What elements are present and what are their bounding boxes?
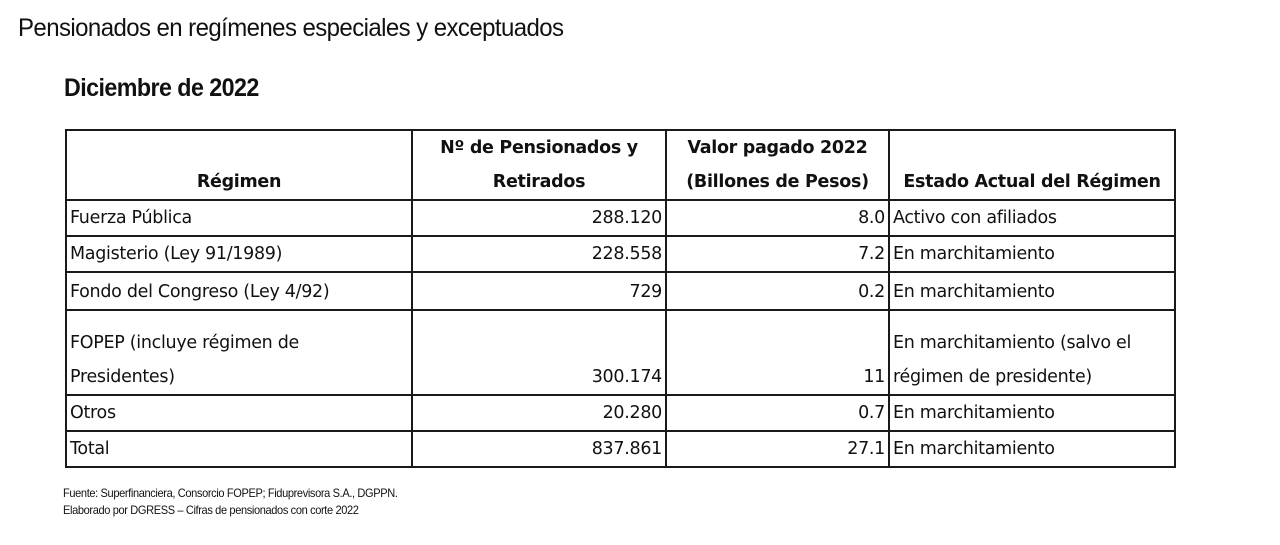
cell-estado-line1: En marchitamiento (salvo el xyxy=(893,333,1132,353)
cell-estado: En marchitamiento xyxy=(888,235,1176,273)
table-row: FOPEP (incluye régimen de Presidentes) 30… xyxy=(65,309,1176,396)
cell-regimen-line2: Presidentes) xyxy=(70,367,175,387)
cell-regimen-line1: FOPEP (incluye régimen de xyxy=(70,333,299,353)
cell-estado: En marchitamiento xyxy=(888,394,1176,432)
cell-pensionados: 837.861 xyxy=(411,430,667,468)
cell-regimen: Magisterio (Ley 91/1989) xyxy=(65,235,413,273)
footer-prepared-by: Elaborado por DGRESS – Cifras de pension… xyxy=(63,503,359,517)
cell-estado: Activo con afiliados xyxy=(888,199,1176,237)
cell-estado: En marchitamiento xyxy=(888,430,1176,468)
cell-pensionados: 288.120 xyxy=(411,199,667,237)
pensioners-table: Régimen Nº de Pensionados y Retirados Val… xyxy=(65,129,1176,468)
cell-valor: 0.7 xyxy=(665,394,890,432)
header-regimen: Régimen xyxy=(65,129,413,201)
cell-valor: 8.0 xyxy=(665,199,890,237)
cell-valor: 7.2 xyxy=(665,235,890,273)
footer-notes: Fuente: Superfinanciera, Consorcio FOPEP… xyxy=(63,485,398,519)
table-row: Magisterio (Ley 91/1989) 228.558 7.2 En … xyxy=(65,235,1176,273)
cell-pensionados: 729 xyxy=(411,271,667,311)
cell-pensionados: 20.280 xyxy=(411,394,667,432)
cell-estado-line2: régimen de presidente) xyxy=(893,367,1092,387)
cell-pensionados: 300.174 xyxy=(411,309,667,396)
cell-regimen: Otros xyxy=(65,394,413,432)
cell-regimen: Fondo del Congreso (Ley 4/92) xyxy=(65,271,413,311)
cell-valor: 0.2 xyxy=(665,271,890,311)
cell-regimen: Fuerza Pública xyxy=(65,199,413,237)
cell-valor: 27.1 xyxy=(665,430,890,468)
document-subtitle: Diciembre de 2022 xyxy=(64,74,259,102)
header-pensionados-line2: Retirados xyxy=(492,172,586,192)
cell-regimen: FOPEP (incluye régimen de Presidentes) xyxy=(65,309,413,396)
table-row: Fondo del Congreso (Ley 4/92) 729 0.2 En… xyxy=(65,271,1176,311)
table-row: Fuerza Pública 288.120 8.0 Activo con af… xyxy=(65,199,1176,237)
table-header-row: Régimen Nº de Pensionados y Retirados Val… xyxy=(65,129,1176,201)
header-valor-line1: Valor pagado 2022 xyxy=(687,138,868,158)
header-valor: Valor pagado 2022 (Billones de Pesos) xyxy=(665,129,890,201)
table-row: Otros 20.280 0.7 En marchitamiento xyxy=(65,394,1176,432)
cell-pensionados: 228.558 xyxy=(411,235,667,273)
header-estado: Estado Actual del Régimen xyxy=(888,129,1176,201)
footer-source: Fuente: Superfinanciera, Consorcio FOPEP… xyxy=(63,486,398,500)
document-title: Pensionados en regímenes especiales y ex… xyxy=(18,14,564,42)
cell-valor: 11 xyxy=(665,309,890,396)
cell-regimen: Total xyxy=(65,430,413,468)
header-pensionados: Nº de Pensionados y Retirados xyxy=(411,129,667,201)
header-pensionados-line1: Nº de Pensionados y xyxy=(440,138,638,158)
header-valor-line2: (Billones de Pesos) xyxy=(686,172,869,192)
table-row-total: Total 837.861 27.1 En marchitamiento xyxy=(65,430,1176,468)
cell-estado: En marchitamiento xyxy=(888,271,1176,311)
cell-estado: En marchitamiento (salvo el régimen de pr… xyxy=(888,309,1176,396)
